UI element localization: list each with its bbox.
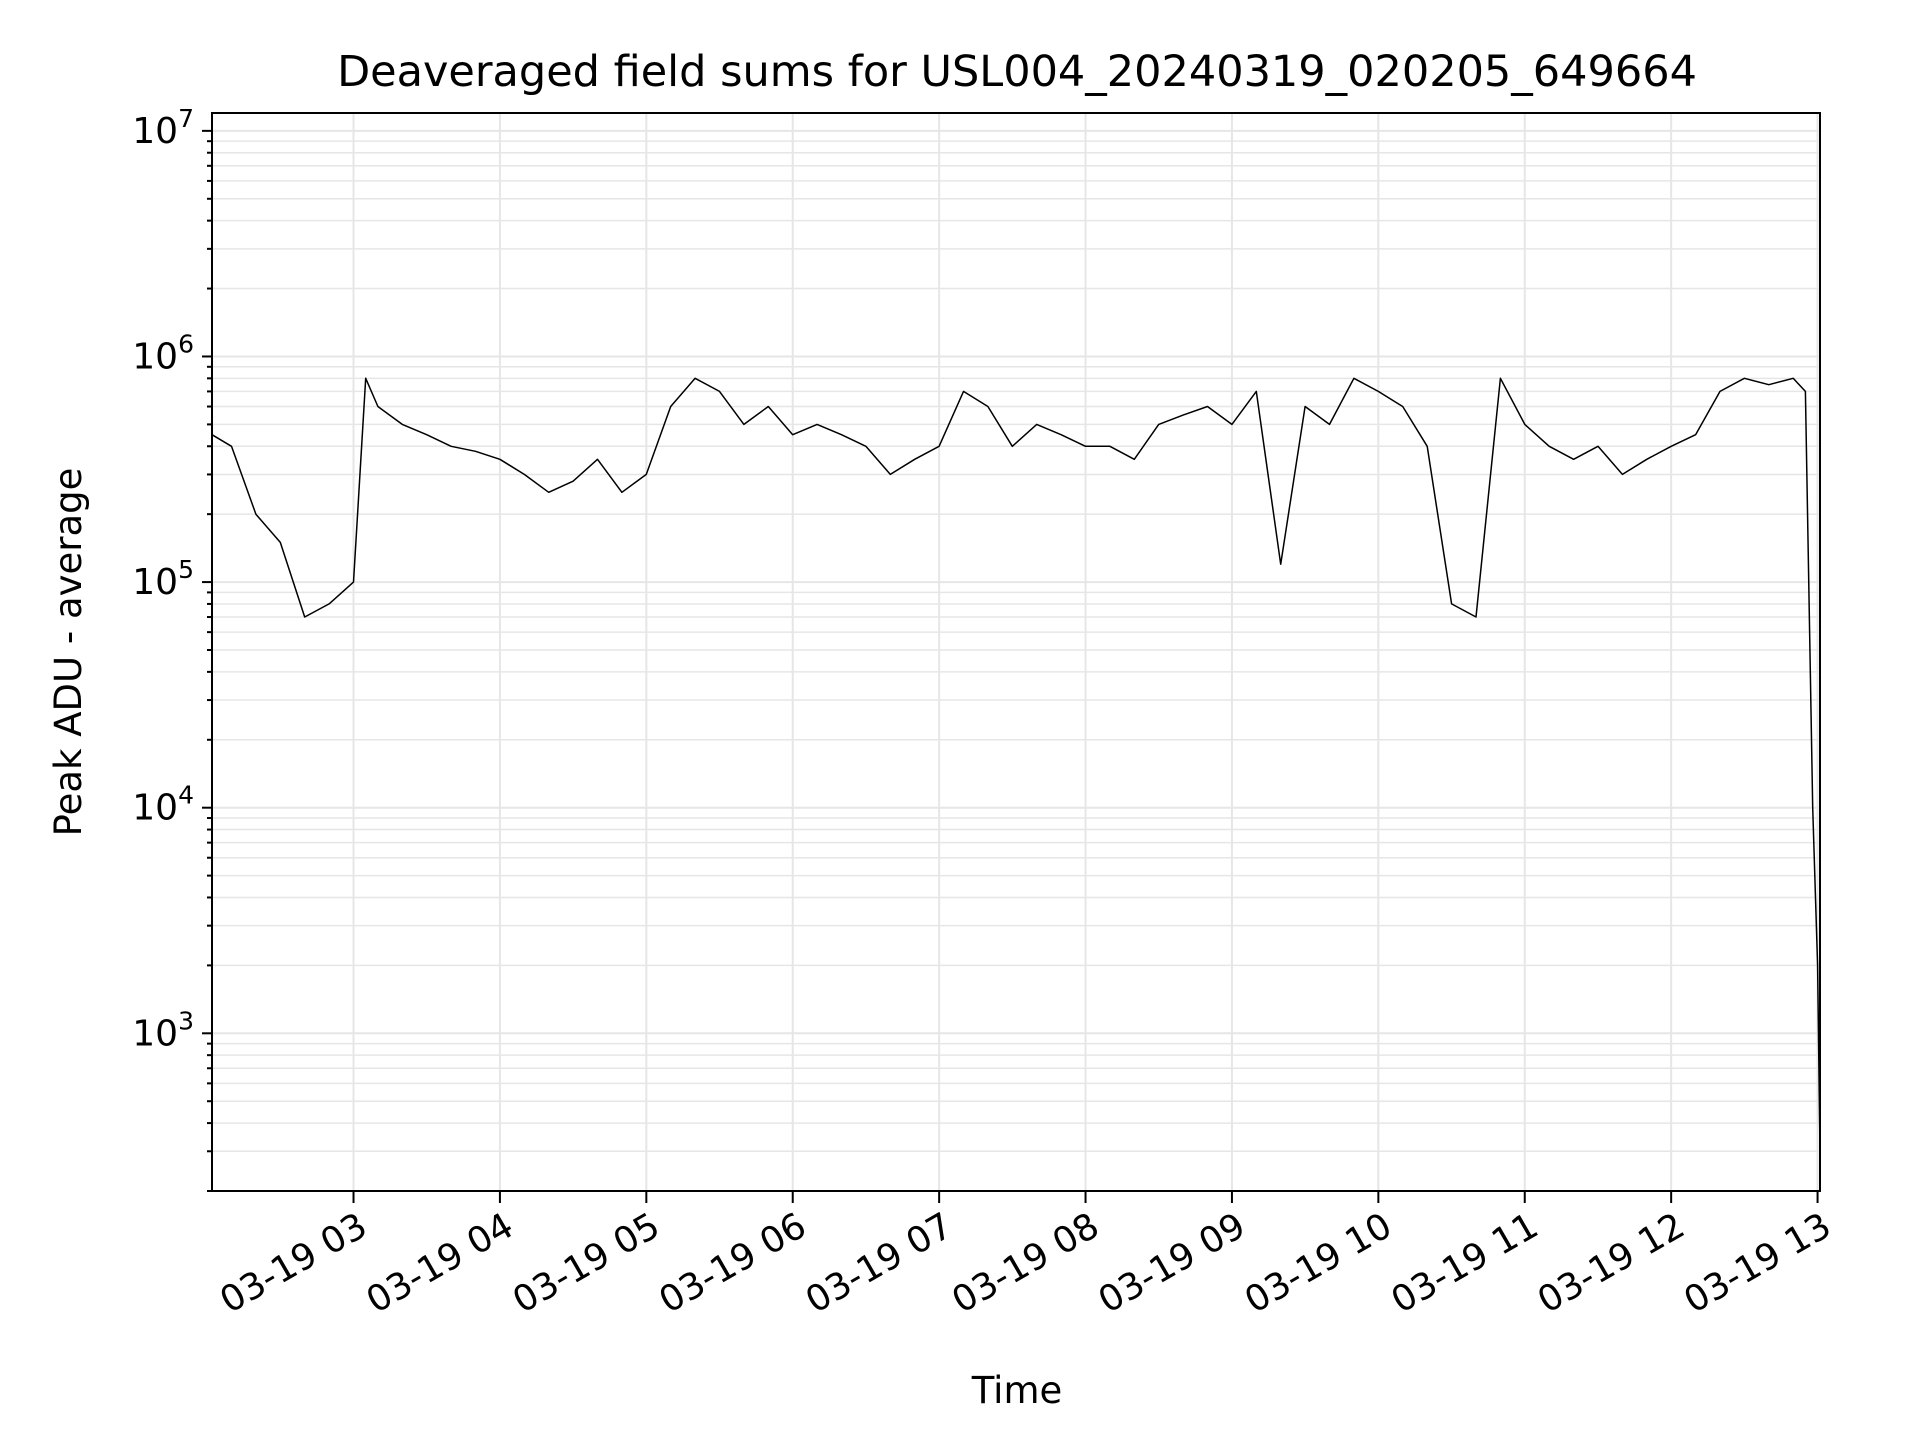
y-tick-label: 103 [132, 1006, 194, 1054]
plot-area [212, 113, 1820, 1191]
data-line [211, 377, 1821, 1152]
x-tick-label: 03-19 09 [1092, 1205, 1253, 1321]
y-tick-label: 107 [132, 104, 194, 152]
x-tick-label: 03-19 06 [653, 1205, 814, 1321]
y-tick-label: 104 [132, 781, 194, 829]
y-tick-label: 106 [132, 329, 194, 377]
x-tick-label: 03-19 10 [1238, 1205, 1399, 1321]
x-tick-label: 03-19 03 [213, 1205, 374, 1321]
x-tick-label: 03-19 11 [1385, 1205, 1546, 1321]
y-axis-ticks: 103 104 105 106 107 [132, 104, 212, 1192]
x-tick-label: 03-19 08 [945, 1205, 1106, 1321]
x-tick-label: 03-19 07 [799, 1205, 960, 1321]
y-axis-label: Peak ADU - average [47, 468, 90, 837]
x-axis-label: Time [971, 1369, 1063, 1412]
x-tick-label: 03-19 05 [506, 1205, 667, 1321]
plot-frame [211, 112, 1821, 1192]
grid [212, 113, 1820, 1192]
y-tick-label: 105 [132, 555, 194, 603]
x-tick-label: 03-19 13 [1677, 1205, 1838, 1321]
x-tick-label: 03-19 12 [1531, 1205, 1692, 1321]
data-line-group [211, 377, 1821, 1152]
chart-title: Deaveraged field sums for USL004_2024031… [337, 47, 1697, 97]
x-tick-label: 03-19 04 [360, 1205, 521, 1321]
